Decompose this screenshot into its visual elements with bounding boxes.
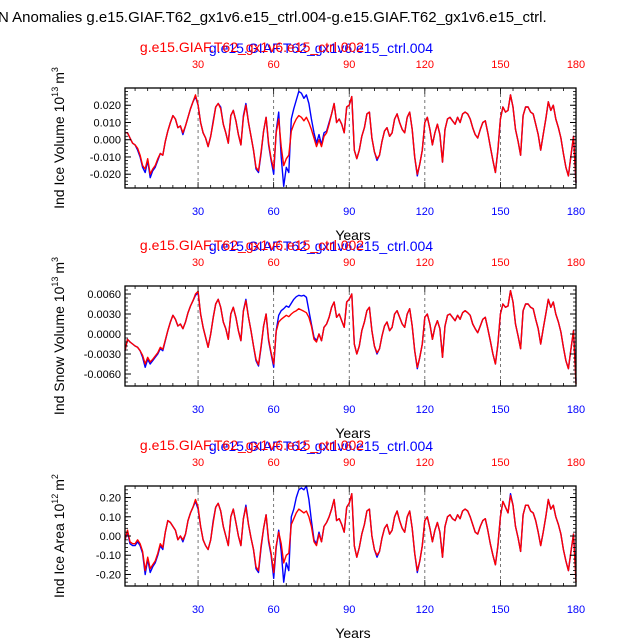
chart-panel-3: -0.20 -0.10 0.00 0.10 0.20 30 30 60 60 90 90 120 120… — [50, 437, 585, 638]
y-axis-label: Ind Snow Volume 1013 m3 — [50, 257, 67, 415]
x-tick-label-top: 90 — [343, 457, 355, 469]
x-tick-label-top: 30 — [192, 457, 204, 469]
y-axis-label-part: m — [51, 479, 67, 491]
x-tick-label-top: 30 — [192, 257, 204, 269]
plot-frame — [124, 87, 577, 189]
y-axis-label-part: Ind Ice Area 10 — [51, 504, 67, 598]
x-tick-label-bottom: 150 — [491, 604, 509, 616]
y-axis-label-part: m — [51, 72, 67, 84]
y-tick-label: -0.020 — [90, 169, 121, 181]
x-tick-label-bottom: 90 — [343, 206, 355, 218]
y-axis-label-part: 13 — [50, 277, 60, 287]
x-tick-label-bottom: 150 — [491, 404, 509, 416]
y-tick-label: -0.0030 — [84, 349, 121, 361]
x-tick-label-bottom: 60 — [268, 404, 280, 416]
x-tick-label-top: 60 — [268, 59, 280, 71]
panel-title-blue: g.e15.GIAF.T62_gx1v6.e15_ctrl.004 — [209, 438, 433, 454]
x-tick-label-bottom: 30 — [192, 206, 204, 218]
x-tick-label-top: 150 — [491, 59, 509, 71]
x-tick-label-bottom: 180 — [567, 206, 585, 218]
y-axis-label-part: 12 — [50, 494, 60, 504]
y-axis-label-part: m — [51, 262, 67, 274]
y-tick-label: 0.020 — [93, 100, 121, 112]
x-tick-label-bottom: 150 — [491, 206, 509, 218]
y-tick-label: -0.20 — [96, 569, 121, 581]
x-tick-label-top: 150 — [491, 457, 509, 469]
y-axis-label-part: 3 — [50, 257, 60, 262]
x-tick-label-top: 120 — [416, 457, 434, 469]
x-tick-label-top: 30 — [192, 59, 204, 71]
plot-frame — [124, 285, 577, 387]
panel-title-blue: g.e15.GIAF.T62_gx1v6.e15_ctrl.004 — [209, 238, 433, 254]
x-axis-label: Years — [335, 227, 370, 243]
x-tick-label-bottom: 60 — [268, 206, 280, 218]
y-axis-label-part: 3 — [50, 67, 60, 72]
x-tick-label-top: 180 — [567, 257, 585, 269]
x-tick-label-bottom: 120 — [416, 604, 434, 616]
y-tick-label: 0.20 — [100, 493, 121, 505]
x-tick-label-top: 90 — [343, 59, 355, 71]
x-tick-label-top: 60 — [268, 257, 280, 269]
y-tick-label: 0.0060 — [87, 289, 121, 301]
y-axis-label-part: 2 — [50, 474, 60, 479]
x-tick-label-top: 120 — [416, 59, 434, 71]
y-tick-label: 0.00 — [100, 531, 121, 543]
chart-panel-2: -0.0060 -0.0030 0.0000 0.0030 0.0060 30 30 60 60… — [50, 237, 585, 441]
x-tick-label-bottom: 60 — [268, 604, 280, 616]
panel-title-red: g.e15.GIAF.T62_gx1v6.e15_ctrl.002 — [140, 437, 364, 453]
x-tick-label-top: 120 — [416, 257, 434, 269]
y-tick-label: 0.0030 — [87, 309, 121, 321]
x-tick-label-bottom: 30 — [192, 404, 204, 416]
x-tick-label-bottom: 30 — [192, 604, 204, 616]
y-axis-label-part: 13 — [50, 87, 60, 97]
x-tick-label-bottom: 120 — [416, 404, 434, 416]
chart-panel-1: -0.020 -0.010 0.000 0.010 0.020 30 30 60 60 90 90 1… — [50, 39, 585, 243]
x-tick-label-bottom: 180 — [567, 604, 585, 616]
y-axis-label: Ind Ice Volume 1013 m3 — [50, 67, 67, 209]
y-axis-label-part: Ind Ice Volume 10 — [51, 97, 67, 209]
x-tick-label-top: 180 — [567, 59, 585, 71]
x-tick-label-top: 150 — [491, 257, 509, 269]
y-tick-label: 0.10 — [100, 512, 121, 524]
x-tick-label-bottom: 120 — [416, 206, 434, 218]
x-tick-label-bottom: 180 — [567, 404, 585, 416]
panel-title-red: g.e15.GIAF.T62_gx1v6.e15_ctrl.002 — [140, 39, 364, 55]
x-tick-label-bottom: 90 — [343, 604, 355, 616]
panel-title-red: g.e15.GIAF.T62_gx1v6.e15_ctrl.002 — [140, 237, 364, 253]
y-axis-label: Ind Ice Area 1012 m2 — [50, 474, 67, 598]
y-tick-label: -0.0060 — [84, 369, 121, 381]
y-axis-label-part: Ind Snow Volume 10 — [51, 286, 67, 415]
x-tick-label-top: 90 — [343, 257, 355, 269]
x-tick-label-top: 60 — [268, 457, 280, 469]
series-line-red — [125, 94, 577, 183]
panel-title-blue: g.e15.GIAF.T62_gx1v6.e15_ctrl.004 — [209, 40, 433, 56]
x-axis-label: Years — [335, 625, 370, 638]
x-axis-label: Years — [335, 425, 370, 441]
figure-title: N Anomalies g.e15.GIAF.T62_gx1v6.e15_ctr… — [0, 9, 547, 26]
series-line-red — [124, 493, 577, 583]
y-tick-label: -0.10 — [96, 550, 121, 562]
y-tick-label: 0.0000 — [87, 329, 121, 341]
y-tick-label: 0.000 — [93, 135, 121, 147]
y-tick-label: -0.010 — [90, 152, 121, 164]
x-tick-label-bottom: 90 — [343, 404, 355, 416]
x-tick-label-top: 180 — [567, 457, 585, 469]
series-line-red — [124, 290, 577, 385]
chart-panels: -0.020 -0.010 0.000 0.010 0.020 30 30 60 60 90 90 1… — [50, 39, 585, 638]
y-tick-label: 0.010 — [93, 117, 121, 129]
